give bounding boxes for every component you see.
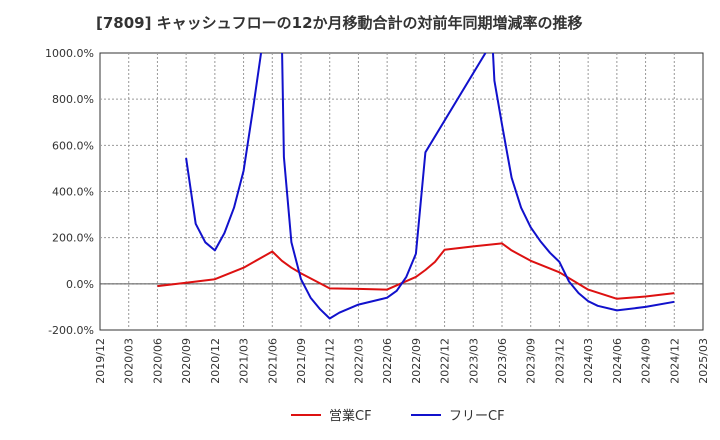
x-tick-label: 2019/12 bbox=[94, 338, 107, 384]
x-tick-label: 2023/12 bbox=[553, 338, 566, 384]
x-tick-label: 2023/06 bbox=[496, 338, 509, 384]
x-tick-label: 2024/12 bbox=[668, 338, 681, 384]
x-tick-label: 2021/06 bbox=[266, 338, 279, 384]
legend: 営業CF フリーCF bbox=[291, 408, 505, 424]
y-tick-label: 400.0% bbox=[52, 186, 94, 199]
y-tick-label: 600.0% bbox=[52, 139, 94, 152]
x-tick-label: 2022/09 bbox=[410, 338, 423, 384]
x-tick-label: 2022/06 bbox=[381, 338, 394, 384]
x-tick-label: 2021/09 bbox=[295, 338, 308, 384]
x-tick-label: 2024/09 bbox=[640, 338, 653, 384]
y-tick-label: 0.0% bbox=[66, 278, 94, 291]
y-axis: 1000.0% 800.0% 600.0% 400.0% 200.0% 0.0% -200.… bbox=[45, 47, 94, 337]
x-tick-label: 2021/12 bbox=[324, 338, 337, 384]
y-tick-label: 200.0% bbox=[52, 232, 94, 245]
series-line-operating-cf bbox=[157, 242, 675, 300]
x-tick-label: 2021/03 bbox=[238, 338, 251, 384]
y-tick-label: -200.0% bbox=[48, 324, 94, 337]
y-tick-label: 1000.0% bbox=[45, 47, 94, 60]
x-tick-label: 2023/09 bbox=[525, 338, 538, 384]
x-tick-label: 2020/09 bbox=[180, 338, 193, 384]
x-tick-label: 2025/03 bbox=[697, 338, 710, 384]
chart-title: [7809] キャッシュフローの12か月移動合計の対前年同期増減率の推移 bbox=[96, 14, 583, 32]
x-tick-label: 2022/12 bbox=[439, 338, 452, 384]
x-tick-label: 2023/03 bbox=[467, 338, 480, 384]
x-tick-label: 2024/06 bbox=[611, 338, 624, 384]
y-tick-label: 800.0% bbox=[52, 93, 94, 106]
series-line-free-cf bbox=[185, 53, 675, 320]
x-axis: 2019/12 2020/03 2020/06 2020/09 2020/12 2021/… bbox=[94, 338, 710, 384]
legend-label: 営業CF bbox=[329, 408, 372, 424]
x-tick-label: 2022/03 bbox=[352, 338, 365, 384]
legend-label: フリーCF bbox=[449, 409, 505, 424]
x-tick-label: 2020/06 bbox=[151, 338, 164, 384]
x-tick-label: 2024/03 bbox=[582, 338, 595, 384]
x-tick-label: 2020/12 bbox=[209, 338, 222, 384]
series-group bbox=[157, 53, 675, 320]
x-tick-label: 2020/03 bbox=[123, 338, 136, 384]
